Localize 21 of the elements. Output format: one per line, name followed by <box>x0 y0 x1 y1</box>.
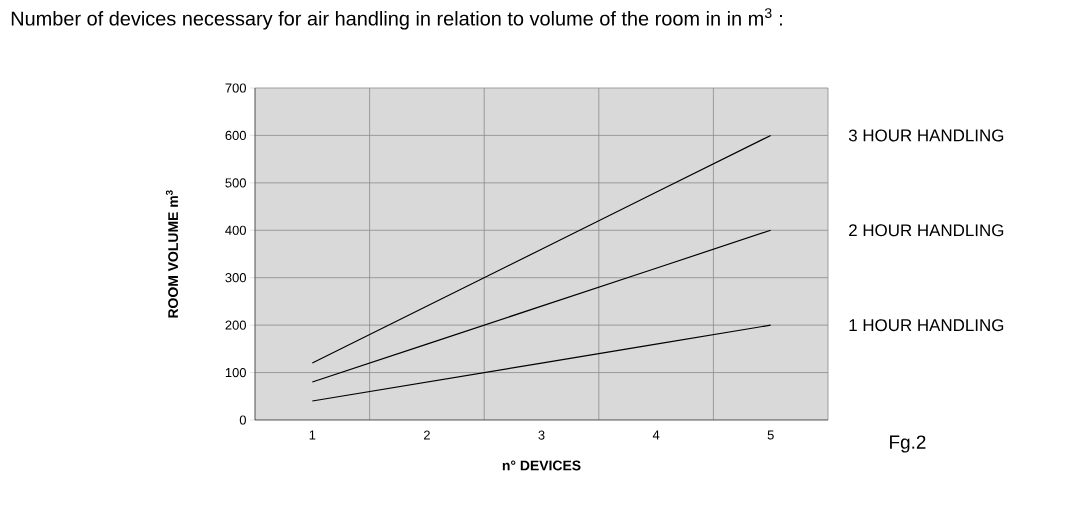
y-tick-label: 0 <box>239 415 246 425</box>
y-tick-label: 300 <box>225 273 246 283</box>
x-tick-label: 5 <box>767 430 774 440</box>
y-tick-label: 100 <box>225 367 246 378</box>
chart-title: Number of devices necessary for air handling in relation to volume of the room in in m$^{3}$ : <box>11 8 782 30</box>
text: Fg.2 <box>890 435 926 453</box>
y-tick-label: 400 <box>225 225 246 235</box>
y-tick-label: 200 <box>225 320 246 330</box>
x-tick-label: 3 <box>538 430 545 440</box>
x-tick-label: 2 <box>423 430 430 440</box>
y-tick-label: 600 <box>225 130 246 140</box>
line-series <box>311 229 772 383</box>
text: 1 HOUR HANDLING <box>849 319 1004 332</box>
y-tick-label: 500 <box>225 178 246 188</box>
x-axis-title: n° DEVICES <box>502 460 581 471</box>
text: 2 HOUR HANDLING <box>849 224 1004 237</box>
text: 3 HOUR HANDLING <box>848 129 1004 142</box>
y-tick-label: 700 <box>225 83 246 93</box>
x-tick-label: 1 <box>309 430 316 440</box>
x-tick-label: 4 <box>652 430 660 440</box>
y-axis-title: ROOM VOLUME m$^{3}$ <box>165 190 179 318</box>
